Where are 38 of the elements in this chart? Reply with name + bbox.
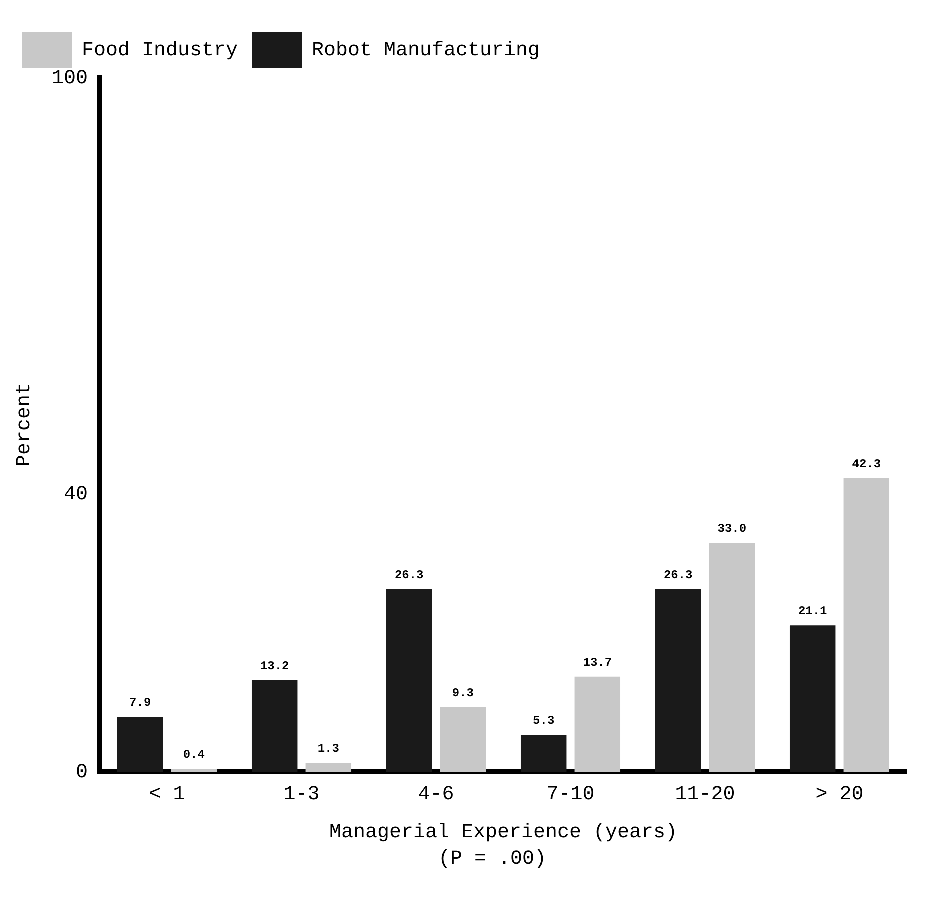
bar [306, 762, 352, 772]
data-label: 33.0 [718, 522, 747, 536]
x-axis-title: Managerial Experience (years) [329, 821, 678, 844]
bar [440, 707, 486, 772]
data-label: 26.3 [664, 568, 693, 582]
bar [386, 589, 432, 772]
data-label: 13.7 [583, 656, 612, 670]
bar [790, 626, 836, 772]
x-tick-label: 1-3 [284, 783, 320, 806]
text: (P = .00) [437, 848, 548, 871]
bar [844, 478, 890, 772]
bar [117, 717, 164, 772]
bar [171, 769, 218, 772]
x-tick-label: 4-6 [418, 783, 454, 806]
y-tick-label: 0 [76, 761, 88, 784]
y-tick-label: 40 [64, 484, 88, 507]
data-label: 7.9 [130, 696, 152, 710]
x-tick-label: 7-10 [546, 783, 595, 806]
legend-label: Food Industry [82, 39, 238, 62]
bar [655, 589, 702, 772]
data-label: 5.3 [533, 714, 555, 728]
data-label: 0.4 [183, 748, 205, 762]
data-label: 13.2 [260, 659, 290, 674]
data-label: 26.3 [394, 568, 424, 582]
bar [520, 735, 567, 772]
x-tick-label: 11-20 [675, 783, 736, 806]
data-label: 42.3 [852, 457, 882, 472]
bar [252, 680, 298, 772]
data-label: 9.3 [452, 686, 474, 700]
data-label: 1.3 [318, 742, 340, 756]
y-axis-title: Percent [13, 382, 36, 468]
y-tick-label: 100 [52, 67, 88, 90]
data-label: 21.1 [798, 604, 828, 619]
bar [709, 542, 756, 772]
legend-label: Robot Manufacturing [312, 39, 540, 62]
x-tick-label: < 1 [149, 783, 186, 806]
x-tick-label: > 20 [816, 783, 864, 806]
bar [574, 676, 621, 772]
